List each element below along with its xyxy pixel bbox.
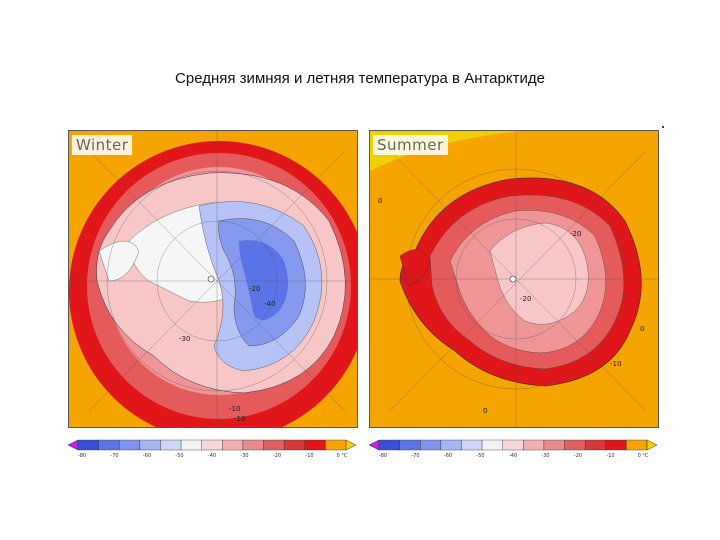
colorbar-swatch [283, 439, 305, 451]
summer-pole-marker [509, 275, 517, 283]
colorbar-tick-label: -70 [110, 453, 119, 459]
summer-contour-label: 0 [640, 325, 644, 333]
winter-grid [69, 131, 357, 427]
colorbar-swatch [523, 439, 545, 451]
summer-contour-label: 0 [378, 197, 382, 205]
colorbar-tick-label: 0 °C [336, 453, 348, 459]
summer-contour-labels: -20 -20 0 0 0 -10 [378, 197, 644, 415]
colorbar-swatch [201, 439, 223, 451]
colorbar-swatch [420, 439, 442, 451]
colorbar-arrow-right [345, 439, 357, 451]
colorbar-swatch [180, 439, 202, 451]
summer-map-panel: -20 -20 0 0 0 -10 Summer [369, 130, 659, 428]
colorbar-swatch [584, 439, 606, 451]
colorbar-swatch [481, 439, 503, 451]
colorbar-swatch [242, 439, 264, 451]
summer-contour-label: -10 [610, 360, 621, 368]
colorbar-tick-label: -30 [541, 453, 550, 459]
colorbar-arrow-left [368, 439, 380, 451]
winter-panel-label: Winter [72, 135, 133, 155]
colorbar-swatch [626, 439, 648, 451]
summer-contour-label: 0 [483, 407, 487, 415]
page-title: Средняя зимняя и летняя температура в Ан… [175, 70, 545, 87]
colorbar-tick-label: -70 [411, 453, 420, 459]
colorbar-arrow-right [646, 439, 658, 451]
winter-colorbar-svg [67, 439, 357, 451]
winter-contour-labels: -20 -40 -30 -10 -10 [179, 285, 275, 423]
summer-colorbar-svg [368, 439, 658, 451]
summer-map: -20 -20 0 0 0 -10 [370, 131, 658, 427]
summer-pinklight-region [489, 222, 589, 325]
colorbar-swatch [399, 439, 421, 451]
colorbar-swatch [440, 439, 462, 451]
colorbar-swatch [378, 439, 400, 451]
colorbar-tick-label: -40 [207, 453, 217, 459]
colorbar-tick-label: -20 [272, 453, 282, 459]
summer-contour-label: -20 [520, 295, 531, 303]
colorbar-tick-label: -10 [606, 453, 615, 459]
colorbar-swatch [263, 439, 285, 451]
colorbar-swatch [304, 439, 326, 451]
colorbar-tick-label: -50 [476, 453, 485, 459]
winter-peninsula [98, 240, 140, 282]
colorbar-arrow-left [67, 439, 79, 451]
winter-pole-marker [207, 275, 215, 283]
colorbar-tick-label: -10 [305, 453, 314, 459]
winter-colorbar: -80 -70 -60 -50 -40 -30 -20 -10 0 °C [67, 438, 357, 466]
colorbar-tick-label: -80 [77, 453, 87, 459]
winter-contour-label: -10 [229, 405, 240, 413]
colorbar-tick-label: -80 [378, 453, 388, 459]
colorbar-tick-label: -50 [175, 453, 184, 459]
colorbar-swatch [119, 439, 141, 451]
colorbar-tick-label: -60 [142, 453, 152, 459]
colorbar-tick-label: -40 [508, 453, 518, 459]
colorbar-swatch [564, 439, 586, 451]
colorbar-tick-label: -30 [240, 453, 249, 459]
colorbar-swatch [98, 439, 120, 451]
colorbar-tick-label: -20 [573, 453, 583, 459]
winter-contour-label: -10 [234, 415, 245, 423]
colorbar-swatch [139, 439, 161, 451]
colorbar-swatch [502, 439, 524, 451]
colorbar-swatch [605, 439, 627, 451]
summer-panel-label: Summer [373, 135, 448, 155]
colorbar-swatch [461, 439, 483, 451]
winter-map: -20 -40 -30 -10 -10 [69, 131, 357, 427]
winter-contour-label: -20 [249, 285, 260, 293]
colorbar-swatch [77, 439, 99, 451]
summer-colorbar: -80 -70 -60 -50 -40 -30 -20 -10 0 °C [368, 438, 658, 466]
winter-bluedark-region [239, 240, 288, 320]
winter-map-panel: -20 -40 -30 -10 -10 Winter [68, 130, 358, 428]
colorbar-swatch [325, 439, 347, 451]
summer-peninsula [399, 249, 431, 287]
winter-contour-label: -30 [179, 335, 190, 343]
colorbar-tick-label: -60 [443, 453, 453, 459]
colorbar-tick-label: 0 °C [637, 453, 649, 459]
winter-contour-label: -40 [264, 300, 275, 308]
colorbar-swatch [543, 439, 565, 451]
colorbar-swatch [160, 439, 182, 451]
colorbar-swatch [222, 439, 244, 451]
summer-contour-label: -20 [570, 230, 581, 238]
stray-mark [662, 126, 664, 128]
